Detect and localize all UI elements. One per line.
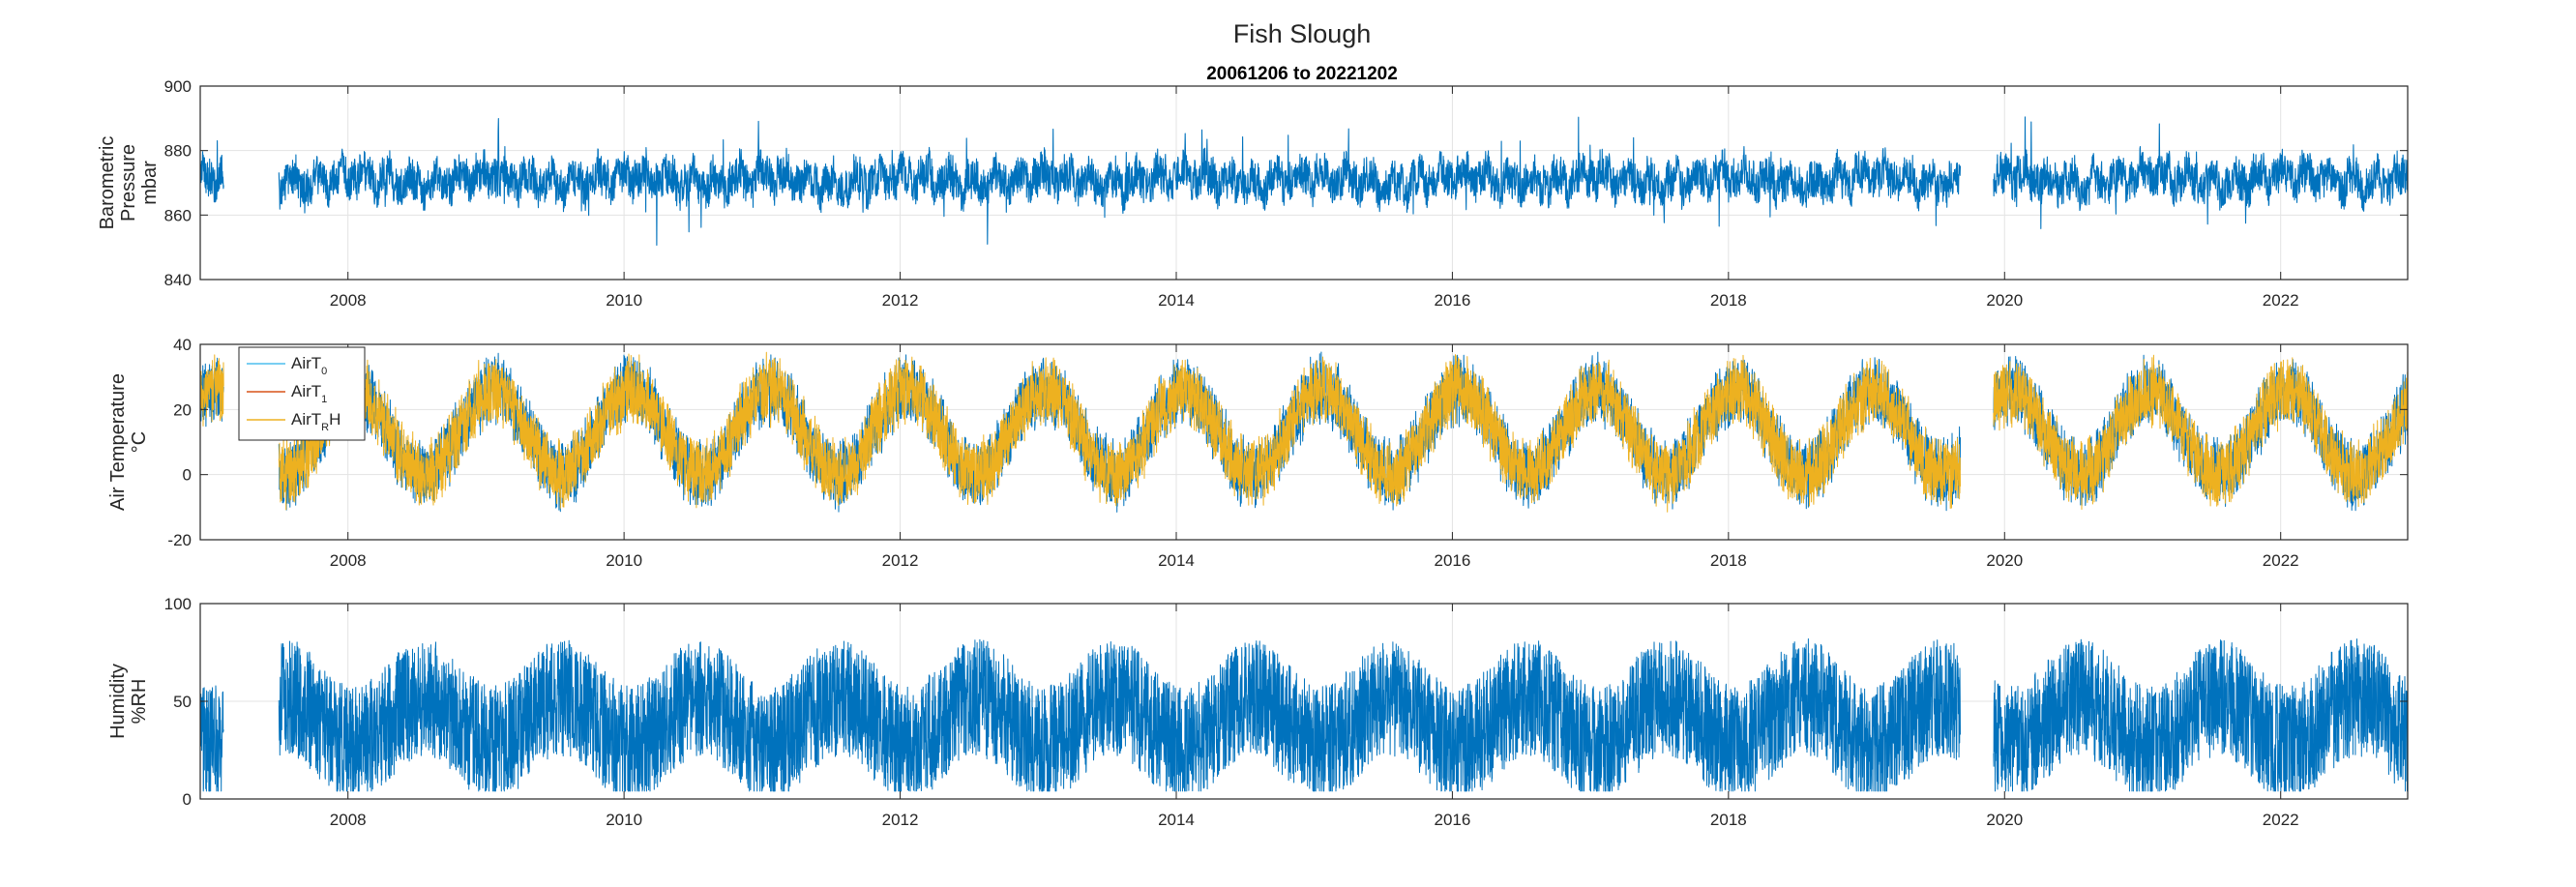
y-tick-label: 880 xyxy=(164,142,192,161)
x-tick-label: 2014 xyxy=(1158,811,1195,829)
y-tick-label: 0 xyxy=(183,466,192,485)
air-temperature-panel: 2008 2010 2012 2014 2016 2018 2020 2022 -20 0 20 40… xyxy=(107,336,2409,570)
y-axis-label: °C xyxy=(129,431,150,453)
y-tick-label: 840 xyxy=(164,271,192,289)
legend-box xyxy=(238,346,366,441)
x-tick-label: 2018 xyxy=(1710,551,1747,570)
humidity-panel: 2008 2010 2012 2014 2016 2018 2020 2022 0 50 100 Hu… xyxy=(107,595,2409,829)
y-tick-label: 40 xyxy=(173,336,192,354)
y-tick-label: 20 xyxy=(173,400,192,419)
x-tick-label: 2020 xyxy=(1986,811,2023,829)
x-tick-label: 2020 xyxy=(1986,551,2023,570)
x-tick-label: 2012 xyxy=(882,551,919,570)
axes-box xyxy=(199,343,2409,541)
series-line xyxy=(200,116,2408,247)
x-tick-label: 2010 xyxy=(606,551,642,570)
y-tick-label: -20 xyxy=(167,531,192,549)
y-axis-label: Air Temperature xyxy=(107,373,129,511)
x-tick-label: 2014 xyxy=(1158,291,1195,310)
x-tick-label: 2022 xyxy=(2263,291,2299,310)
y-axis-label: Barometric xyxy=(97,136,118,230)
series-line xyxy=(200,351,2408,513)
y-axis-label: mbar xyxy=(139,161,161,205)
y-tick-label: 100 xyxy=(164,595,192,613)
y-tick-label: 50 xyxy=(173,693,192,711)
legend-entry: AirTRH xyxy=(291,410,341,433)
y-axis-label: %RH xyxy=(129,679,150,724)
y-tick-label: 860 xyxy=(164,206,192,224)
x-tick-label: 2010 xyxy=(606,291,642,310)
x-tick-label: 2022 xyxy=(2263,811,2299,829)
x-tick-label: 2016 xyxy=(1435,811,1471,829)
figure-subtitle: 20061206 to 20221202 xyxy=(1206,64,1398,84)
x-tick-label: 2022 xyxy=(2263,551,2299,570)
legend-entry: AirT0 xyxy=(291,354,327,377)
x-tick-label: 2018 xyxy=(1710,811,1747,829)
axes-box xyxy=(199,85,2409,281)
y-tick-label: 900 xyxy=(164,77,192,96)
x-tick-label: 2014 xyxy=(1158,551,1195,570)
x-tick-label: 2008 xyxy=(330,291,367,310)
x-tick-label: 2016 xyxy=(1435,291,1471,310)
y-axis-label: Pressure xyxy=(118,144,139,222)
x-tick-label: 2018 xyxy=(1710,291,1747,310)
x-tick-label: 2016 xyxy=(1435,551,1471,570)
x-tick-label: 2012 xyxy=(882,291,919,310)
figure-title: Fish Slough xyxy=(1233,19,1372,48)
x-tick-label: 2012 xyxy=(882,811,919,829)
legend-entry: AirT1 xyxy=(291,382,327,405)
x-tick-label: 2008 xyxy=(330,551,367,570)
y-tick-label: 0 xyxy=(183,790,192,809)
y-axis-label: Humidity xyxy=(107,664,129,739)
x-tick-label: 2010 xyxy=(606,811,642,829)
series-line xyxy=(200,638,2408,792)
x-tick-label: 2020 xyxy=(1986,291,2023,310)
x-tick-label: 2008 xyxy=(330,811,367,829)
pressure-panel: 2008 2010 2012 2014 2016 2018 2020 2022 840 860 88… xyxy=(97,77,2409,310)
